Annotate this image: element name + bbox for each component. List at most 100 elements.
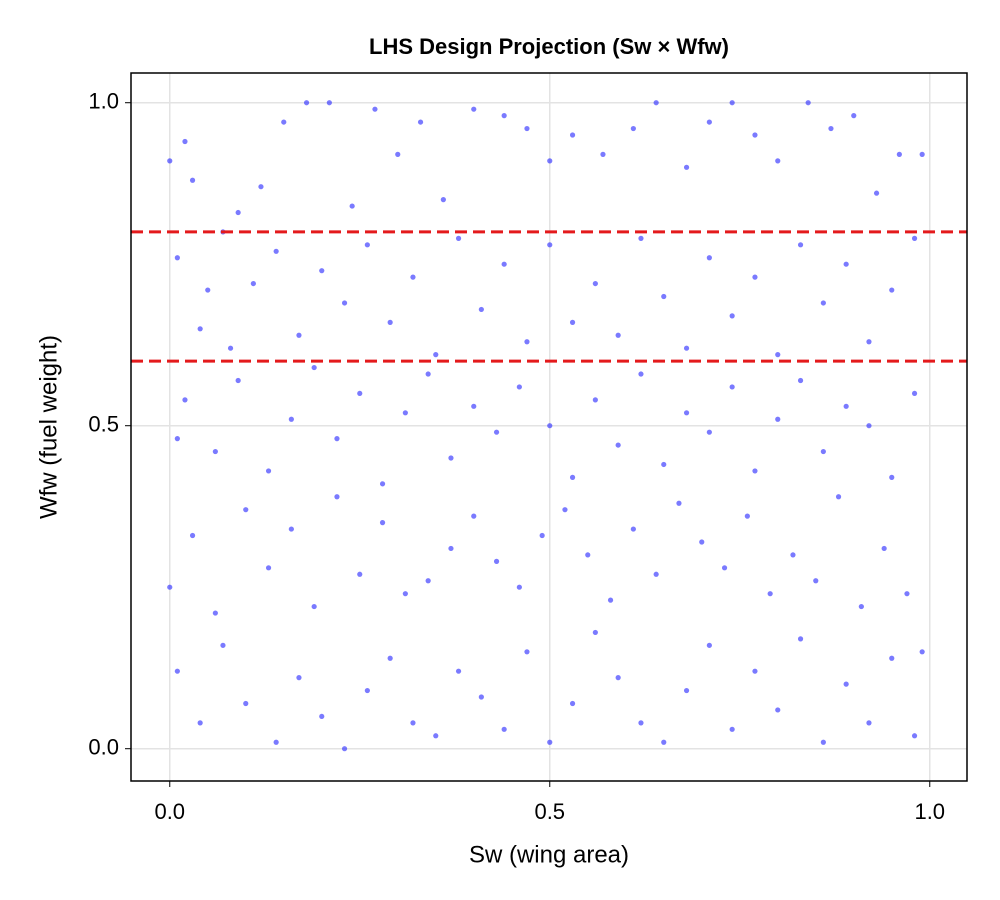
point xyxy=(357,571,363,577)
point xyxy=(364,242,370,248)
point xyxy=(258,184,264,190)
point xyxy=(638,235,644,241)
point xyxy=(843,681,849,687)
point xyxy=(592,397,598,403)
point xyxy=(661,293,667,300)
point xyxy=(402,410,408,416)
point xyxy=(281,119,287,125)
point xyxy=(174,255,180,261)
point xyxy=(296,332,302,338)
point xyxy=(539,532,545,539)
point xyxy=(379,520,386,526)
point xyxy=(820,739,826,745)
point xyxy=(410,720,416,726)
x-tick-label: 1.0 xyxy=(914,799,945,824)
point xyxy=(919,151,925,157)
point xyxy=(752,468,758,474)
point xyxy=(615,442,621,448)
point xyxy=(683,345,690,351)
point xyxy=(311,603,317,610)
point xyxy=(205,287,211,293)
point xyxy=(828,125,834,132)
point xyxy=(911,390,918,397)
point xyxy=(851,113,857,119)
point xyxy=(250,280,256,287)
x-tick-label: 0.0 xyxy=(154,799,185,824)
point xyxy=(516,584,522,590)
point xyxy=(265,468,272,474)
point xyxy=(630,125,636,132)
point xyxy=(364,687,370,694)
point xyxy=(395,151,401,157)
point xyxy=(387,319,393,325)
point xyxy=(319,713,325,720)
point xyxy=(775,158,781,164)
point xyxy=(797,636,804,642)
point xyxy=(326,100,332,106)
point xyxy=(653,100,659,106)
point xyxy=(273,248,279,254)
point xyxy=(433,733,439,739)
point xyxy=(585,552,591,558)
point xyxy=(455,235,462,241)
point xyxy=(220,642,226,648)
point xyxy=(744,513,750,519)
point xyxy=(402,591,408,597)
point xyxy=(182,138,188,145)
point xyxy=(729,313,735,319)
point xyxy=(615,332,621,338)
point xyxy=(683,164,690,170)
point xyxy=(873,190,880,196)
point xyxy=(288,416,294,422)
point xyxy=(357,390,363,397)
point xyxy=(273,739,279,745)
point xyxy=(379,481,386,487)
point xyxy=(896,151,902,157)
point xyxy=(455,668,462,674)
point xyxy=(866,339,872,345)
point xyxy=(683,410,690,416)
point xyxy=(843,403,849,409)
point xyxy=(417,119,424,125)
point xyxy=(775,352,781,358)
point xyxy=(706,642,712,648)
point xyxy=(334,436,340,442)
point xyxy=(471,403,477,409)
point xyxy=(775,707,781,713)
point xyxy=(911,235,918,241)
point xyxy=(889,474,895,480)
point xyxy=(813,578,819,584)
point xyxy=(775,416,781,422)
point xyxy=(600,151,606,157)
point xyxy=(569,132,576,138)
point xyxy=(881,545,887,552)
point xyxy=(547,739,553,745)
point xyxy=(592,629,598,636)
point xyxy=(319,268,325,274)
point xyxy=(752,668,758,674)
point xyxy=(615,675,621,681)
point xyxy=(440,197,446,203)
y-tick-label: 0.5 xyxy=(88,412,119,437)
point xyxy=(797,377,804,384)
plot-frame xyxy=(130,72,968,782)
point xyxy=(349,203,355,209)
point xyxy=(721,565,728,571)
point xyxy=(235,209,241,216)
point xyxy=(296,675,302,681)
point xyxy=(919,649,925,655)
point xyxy=(866,720,872,726)
point xyxy=(607,597,614,603)
point xyxy=(311,364,317,371)
point xyxy=(501,261,507,267)
point xyxy=(197,326,203,332)
point xyxy=(243,507,249,513)
point xyxy=(706,429,712,435)
chart-title: LHS Design Projection (Sw × Wfw) xyxy=(369,34,729,59)
point xyxy=(478,694,484,700)
point xyxy=(729,100,735,106)
point xyxy=(820,448,826,455)
point xyxy=(425,578,431,584)
point xyxy=(524,125,530,132)
point xyxy=(911,733,918,739)
